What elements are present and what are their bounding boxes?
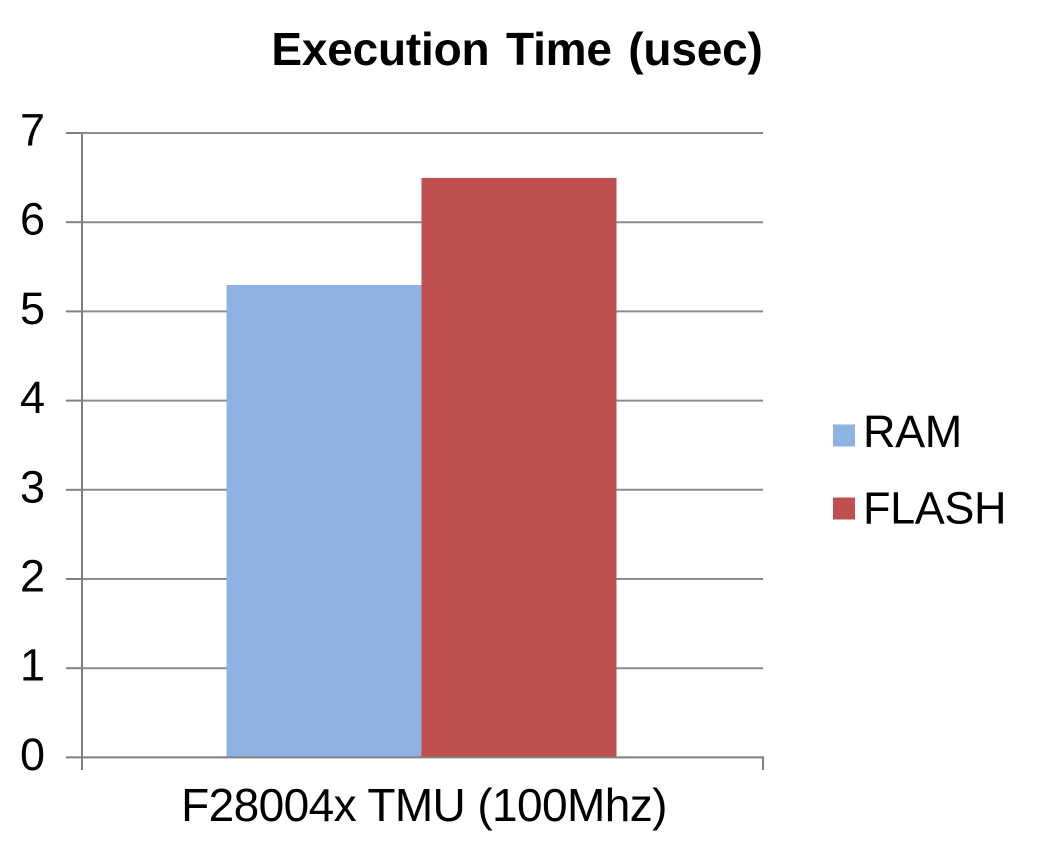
svg-text:1: 1 [20, 640, 45, 691]
svg-text:Execution Time (usec): Execution Time (usec) [271, 23, 762, 75]
svg-text:6: 6 [20, 194, 45, 245]
svg-text:2: 2 [20, 551, 45, 602]
svg-text:RAM: RAM [863, 406, 962, 457]
svg-text:4: 4 [20, 372, 45, 423]
svg-text:7: 7 [20, 105, 45, 156]
svg-text:5: 5 [20, 283, 45, 334]
svg-text:F28004x TMU (100Mhz): F28004x TMU (100Mhz) [181, 779, 667, 831]
svg-text:3: 3 [20, 461, 45, 512]
svg-text:FLASH: FLASH [863, 483, 1006, 534]
svg-text:0: 0 [20, 729, 45, 780]
